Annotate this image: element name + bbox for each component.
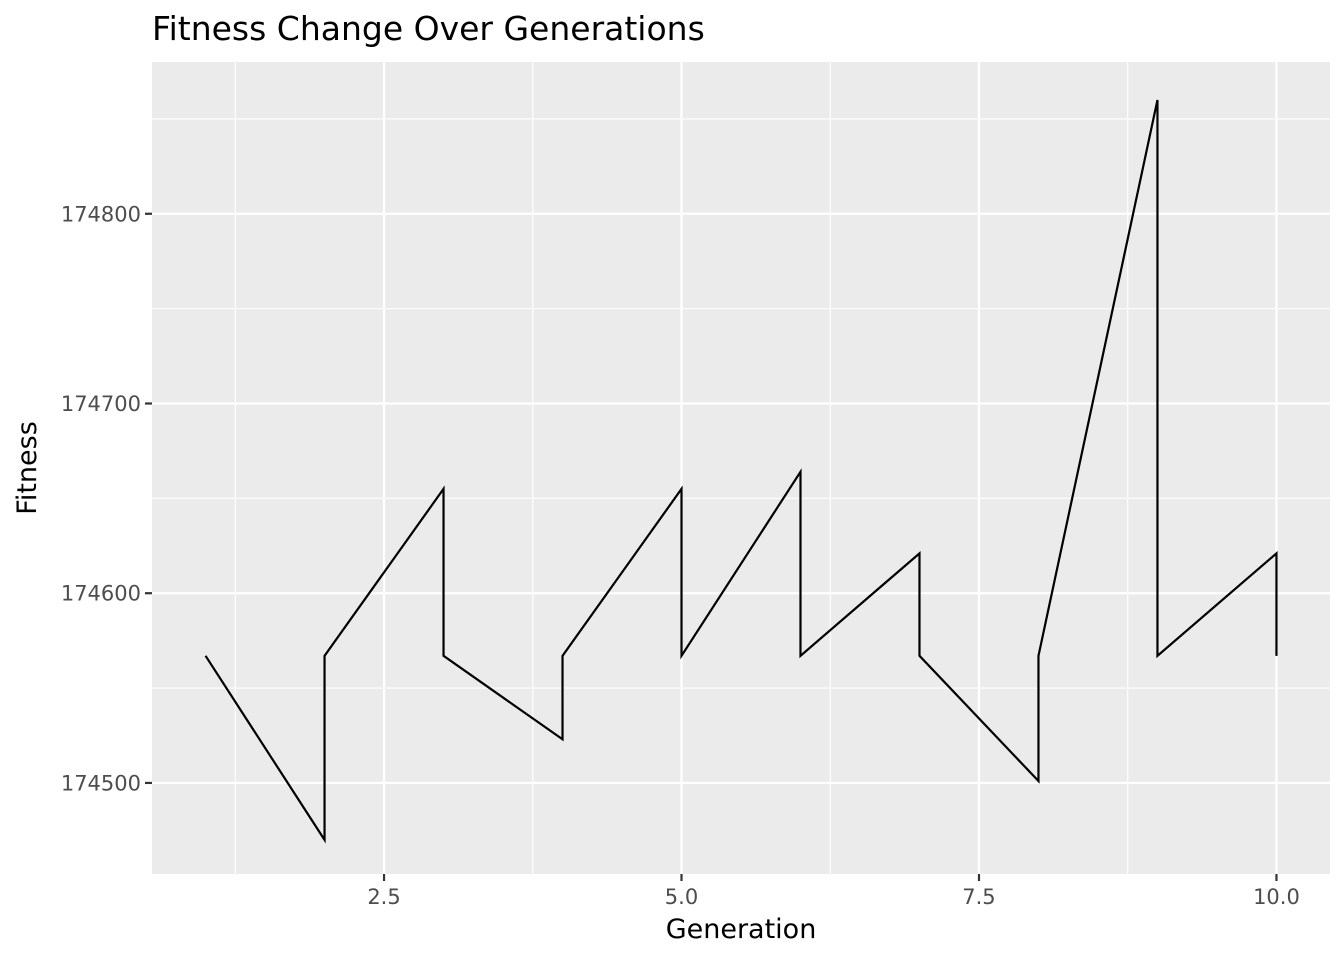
y-tick-label: 174600 xyxy=(61,582,141,606)
y-tick-label: 174700 xyxy=(61,392,141,416)
x-tick-label: 10.0 xyxy=(1253,885,1300,909)
y-axis-title: Fitness xyxy=(12,421,43,515)
chart-title: Fitness Change Over Generations xyxy=(152,9,705,48)
y-tick-label: 174800 xyxy=(61,202,141,226)
x-tick-label: 7.5 xyxy=(962,885,995,909)
minor-gridlines xyxy=(152,62,1330,874)
y-tick-label: 174500 xyxy=(61,771,141,795)
y-axis: 174500 174600 174700 174800 xyxy=(61,202,152,795)
x-tick-label: 5.0 xyxy=(665,885,698,909)
x-axis: 2.5 5.0 7.5 10.0 xyxy=(367,874,1300,909)
x-axis-title: Generation xyxy=(666,914,817,945)
x-tick-label: 2.5 xyxy=(367,885,400,909)
fitness-series-line xyxy=(204,99,1278,844)
major-gridlines xyxy=(152,62,1330,874)
plot-panel xyxy=(152,62,1330,874)
